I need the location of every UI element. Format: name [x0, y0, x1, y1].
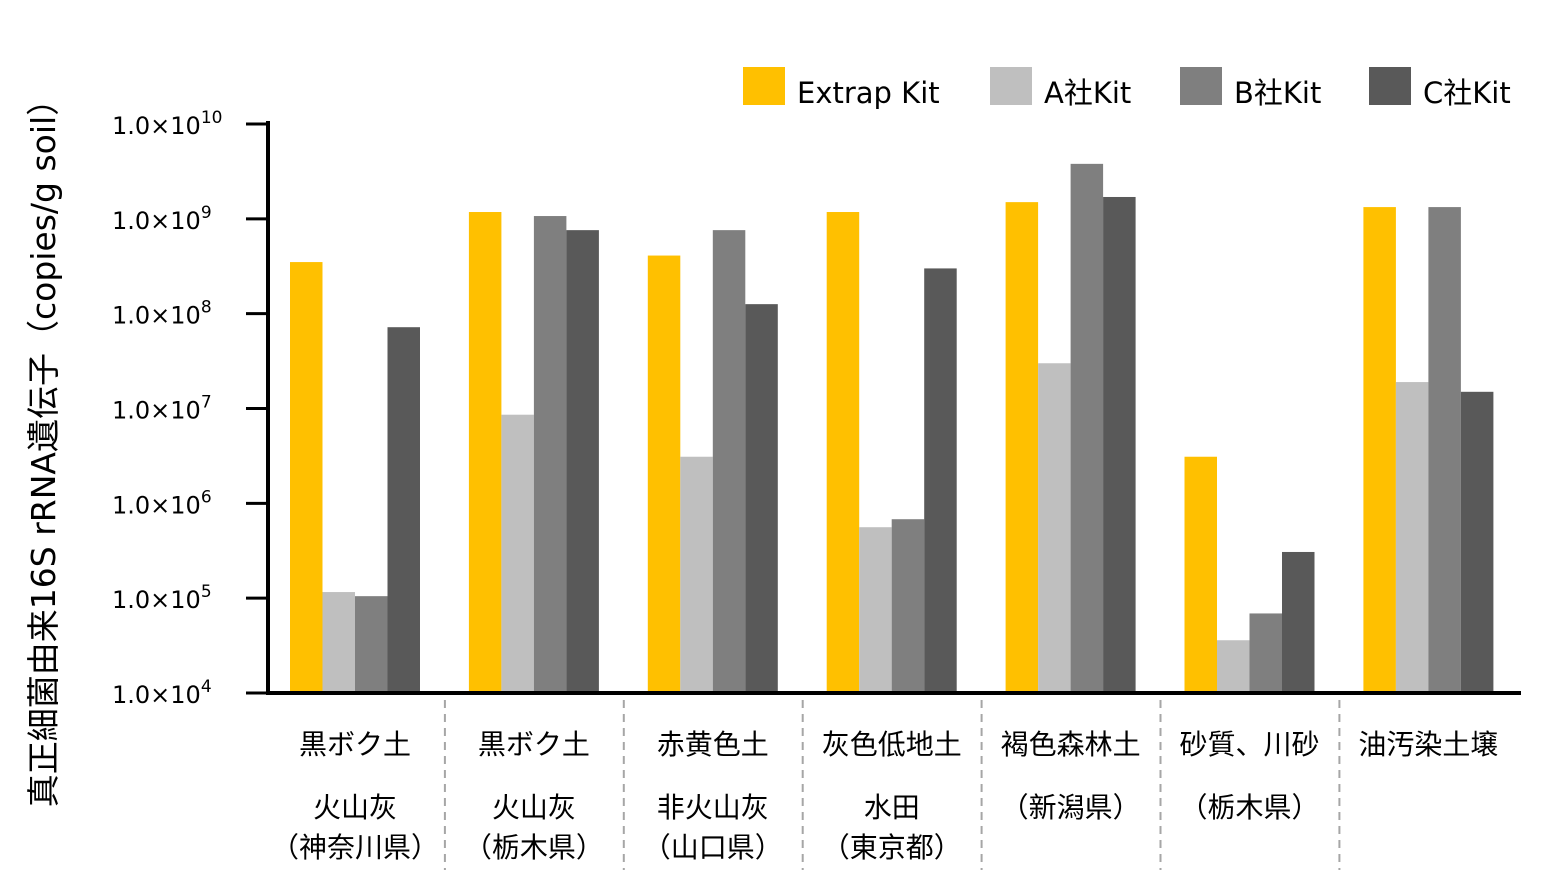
x-category-label: 赤黄色土: [657, 728, 769, 761]
legend-swatch: [990, 67, 1032, 105]
bar-A社Kit: [1395, 382, 1429, 693]
x-category-label: （新潟県）: [1001, 791, 1141, 824]
bar-C社Kit: [924, 268, 957, 693]
bar-B社Kit: [1428, 207, 1461, 693]
x-category-label: （東京都）: [822, 831, 962, 864]
x-category-label: （山口県）: [643, 831, 783, 864]
x-category-label: 黒ボク土: [299, 728, 411, 761]
bar-B社Kit: [1070, 163, 1104, 693]
bar-B社Kit: [712, 230, 746, 694]
x-category-label: （神奈川県）: [271, 831, 439, 864]
bar-A社Kit: [859, 527, 892, 693]
bar-Extrap-Kit: [290, 262, 323, 693]
bar-B社Kit: [891, 519, 925, 693]
y-axis-label: 真正細菌由来16S rRNA遺伝子（copies/g soil）: [24, 83, 63, 807]
legend-swatch: [743, 67, 785, 105]
legend-label: C社Kit: [1423, 76, 1511, 110]
x-category-label: 非火山灰: [657, 791, 769, 824]
y-tick-label: 1.0×107: [112, 393, 212, 425]
x-category-label: 黒ボク土: [478, 728, 590, 761]
legend-swatch: [1180, 67, 1222, 105]
y-tick-label: 1.0×109: [112, 203, 212, 235]
bar-A社Kit: [680, 456, 713, 693]
bars-layer: [290, 163, 1494, 694]
legend-label: Extrap Kit: [797, 76, 940, 110]
x-category-label: （栃木県）: [1179, 791, 1319, 824]
y-ticks: 1.0×104 1.0×105 1.0×106 1.0×107 1.0×108 1.0×1…: [112, 108, 268, 709]
y-tick-label: 1.0×104: [112, 677, 212, 709]
bar-A社Kit: [1217, 640, 1250, 693]
y-tick-label: 1.0×106: [112, 487, 212, 519]
bar-A社Kit: [501, 414, 534, 693]
bar-Extrap-Kit: [468, 212, 502, 693]
bar-C社Kit: [745, 304, 778, 693]
bar-C社Kit: [1460, 391, 1494, 693]
bar-Extrap-Kit: [1005, 202, 1039, 693]
x-category-label: （栃木県）: [464, 831, 604, 864]
legend-swatch: [1369, 67, 1411, 105]
bar-C社Kit: [1103, 196, 1136, 693]
bar-Extrap-Kit: [647, 255, 681, 694]
bar-C社Kit: [387, 327, 420, 693]
bar-C社Kit: [566, 230, 599, 694]
x-category-label: 水田: [864, 791, 920, 824]
x-category-label: 砂質、川砂: [1179, 728, 1319, 761]
x-category-label: 灰色低地土: [822, 728, 962, 761]
bar-Extrap-Kit: [1363, 207, 1396, 693]
x-category-label: 褐色森林土: [1001, 728, 1141, 761]
x-category-label: 油汚染土壌: [1358, 728, 1498, 761]
legend: Extrap Kit A社Kit B社Kit C社Kit: [743, 67, 1511, 110]
bar-A社Kit: [322, 592, 355, 693]
bar-A社Kit: [1038, 363, 1071, 693]
bar-B社Kit: [355, 596, 388, 693]
legend-label: A社Kit: [1044, 76, 1131, 110]
bar-Extrap-Kit: [1184, 456, 1217, 693]
x-category-label: 火山灰: [313, 791, 397, 824]
y-tick-label: 1.0×105: [112, 582, 212, 614]
bar-B社Kit: [533, 216, 567, 694]
y-tick-label: 1.0×108: [112, 298, 212, 330]
y-tick-label: 1.0×1010: [112, 108, 222, 140]
bar-B社Kit: [1249, 613, 1282, 693]
bar-C社Kit: [1282, 551, 1315, 693]
bar-Extrap-Kit: [826, 212, 860, 693]
legend-label: B社Kit: [1234, 76, 1321, 110]
x-category-label: 火山灰: [492, 791, 576, 824]
